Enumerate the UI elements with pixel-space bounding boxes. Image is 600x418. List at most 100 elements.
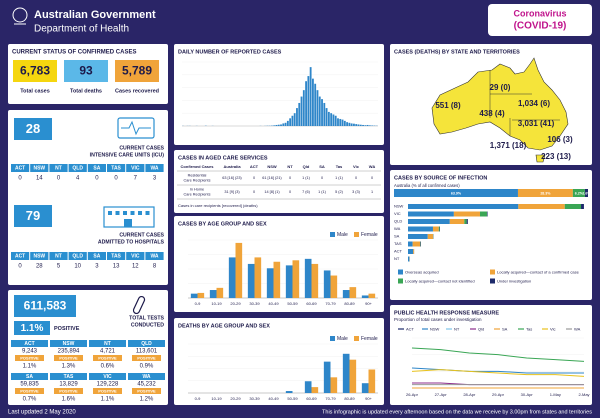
state-cell	[126, 164, 145, 172]
state-positive: 1.6%	[62, 397, 76, 403]
hospital-icon	[138, 211, 142, 215]
legend-label: SA	[502, 326, 508, 331]
table-cell: 1 (1)	[318, 190, 327, 194]
y-tick-label: SA	[394, 234, 400, 239]
state-name: NSW	[33, 254, 45, 260]
table-cell: 0	[253, 190, 255, 194]
x-tick-label: 29-Apr	[492, 392, 505, 397]
bar-segment	[432, 226, 439, 232]
bar	[307, 76, 310, 126]
table-cell: 1	[371, 190, 373, 194]
legend-label: WA	[574, 326, 581, 331]
state-name: WA	[150, 254, 158, 260]
table-header: WA	[369, 164, 376, 169]
bar	[350, 123, 353, 126]
state-tests: 129,228	[97, 382, 119, 388]
state-value: 3	[95, 264, 99, 270]
panel-title: CASES BY SOURCE OF INFECTION	[394, 175, 487, 181]
x-tick-label: 2-May	[578, 392, 589, 397]
bar	[330, 377, 338, 393]
count-label: CURRENT CASES	[119, 145, 164, 151]
bar-segment	[449, 219, 465, 224]
bar	[362, 124, 364, 126]
chart-subtitle: Proportion of total cases under investig…	[394, 317, 482, 322]
department: Department of Health	[34, 24, 129, 35]
panel-title: DAILY NUMBER OF REPORTED CASES	[178, 49, 282, 55]
count-label: ADMITTED TO HOSPITALS	[98, 239, 165, 245]
bar	[284, 122, 287, 126]
bar	[349, 287, 357, 298]
bar	[342, 290, 350, 298]
bar-segment	[518, 204, 565, 209]
y-tick-label: NSW	[394, 204, 404, 209]
state-cell	[89, 373, 126, 380]
state-value: 5	[57, 264, 61, 270]
bar	[364, 125, 367, 126]
bar	[285, 391, 293, 393]
bar-segment	[564, 204, 582, 209]
panel	[390, 170, 592, 300]
bar-segment	[408, 226, 433, 232]
panel-title: PUBLIC HEALTH RESPONSE MEASURE	[394, 310, 499, 316]
panel-title: DEATHS BY AGE GROUP AND SEX	[178, 323, 270, 329]
bar	[342, 353, 350, 393]
tasmania	[535, 154, 546, 163]
state-label: 438 (4)	[479, 109, 505, 118]
table-cell: 0	[371, 176, 373, 180]
x-tick-label: 30-Apr	[521, 392, 534, 397]
bar	[323, 361, 331, 393]
bar	[291, 115, 294, 126]
legend-swatch	[330, 232, 335, 237]
state-cell	[87, 252, 106, 260]
state-name: QLD	[72, 166, 83, 172]
x-tick-label: 90+	[365, 301, 372, 306]
bar-segment	[408, 204, 519, 209]
y-tick-label: TAS	[394, 241, 402, 246]
table-header: Qld	[303, 164, 310, 169]
count-value: 28	[26, 121, 40, 136]
y-tick-label: VIC	[394, 211, 401, 216]
legend-swatch	[330, 336, 335, 341]
x-tick-label: 26-Apr	[406, 392, 419, 397]
legend-label: Tas	[526, 326, 532, 331]
bar	[321, 99, 323, 126]
table-cell: 0	[289, 176, 291, 180]
state-name: VIC	[103, 374, 112, 380]
state-value: 0	[18, 264, 22, 270]
x-tick-label: 60-69	[306, 301, 317, 306]
state-label: 1,034 (6)	[518, 99, 550, 108]
legend-label: NT	[454, 326, 460, 331]
row-label: Care Recipients	[183, 193, 210, 197]
bar	[216, 287, 224, 298]
bar-segment	[466, 219, 468, 224]
state-label: 106 (3)	[547, 135, 573, 144]
hospital-icon	[115, 211, 120, 215]
stat-value: 93	[79, 64, 93, 78]
positive-label: POSITIVE	[98, 388, 117, 393]
bar	[371, 125, 374, 126]
y-tick-label: ACT	[394, 249, 403, 254]
state-cell	[50, 373, 87, 380]
legend-label: Male	[337, 336, 348, 342]
bar	[280, 124, 282, 126]
footer-note: This infographic is updated every aftern…	[322, 409, 592, 415]
bar	[292, 260, 300, 298]
state-positive: 1.1%	[101, 397, 115, 403]
bar	[343, 120, 346, 126]
state-name: NSW	[63, 341, 75, 347]
bar	[357, 124, 360, 126]
legend-swatch	[398, 278, 403, 284]
state-tests: 59,835	[20, 382, 39, 388]
state-cell	[107, 252, 126, 260]
positive-cell	[93, 355, 122, 361]
row-label: In Home	[190, 188, 204, 192]
state-cell	[11, 252, 30, 260]
bar	[293, 113, 296, 126]
y-tick-label: WA	[394, 226, 401, 231]
legend-swatch	[490, 278, 495, 284]
bar	[353, 123, 355, 126]
legend-label: NSW	[430, 326, 440, 331]
state-name: WA	[150, 166, 158, 172]
state-tests: 9,243	[22, 349, 38, 355]
bar	[273, 261, 281, 298]
